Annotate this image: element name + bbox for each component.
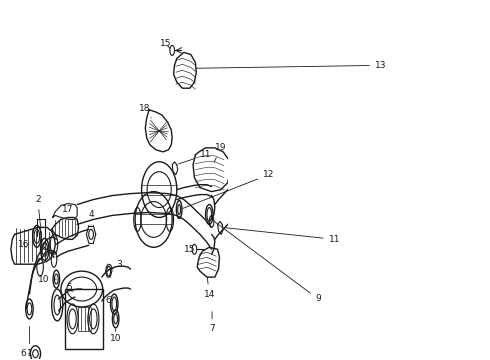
Text: 3: 3	[112, 260, 122, 269]
Text: 10: 10	[38, 275, 56, 284]
Text: 5: 5	[67, 283, 73, 292]
Text: 6: 6	[105, 297, 111, 306]
Text: 8: 8	[0, 359, 1, 360]
Text: 14: 14	[203, 277, 215, 298]
Text: 6: 6	[20, 349, 30, 358]
Text: 17: 17	[62, 205, 74, 221]
Text: 2: 2	[35, 195, 41, 229]
Text: 9: 9	[214, 221, 321, 303]
Text: 15: 15	[159, 39, 171, 49]
Text: 11: 11	[225, 228, 340, 244]
Text: 7: 7	[209, 312, 215, 333]
Text: 10: 10	[110, 329, 122, 343]
Text: 16: 16	[18, 240, 29, 249]
Bar	[65, 289, 103, 349]
Text: 12: 12	[183, 170, 274, 208]
Text: 13: 13	[196, 61, 387, 70]
Text: 15: 15	[184, 245, 196, 254]
Text: 12: 12	[0, 359, 1, 360]
Text: 18: 18	[139, 104, 151, 118]
Text: 12: 12	[0, 359, 1, 360]
Text: 4: 4	[88, 210, 94, 225]
Text: 11: 11	[178, 150, 212, 164]
Text: 1: 1	[26, 327, 32, 358]
Text: 19: 19	[214, 143, 226, 162]
